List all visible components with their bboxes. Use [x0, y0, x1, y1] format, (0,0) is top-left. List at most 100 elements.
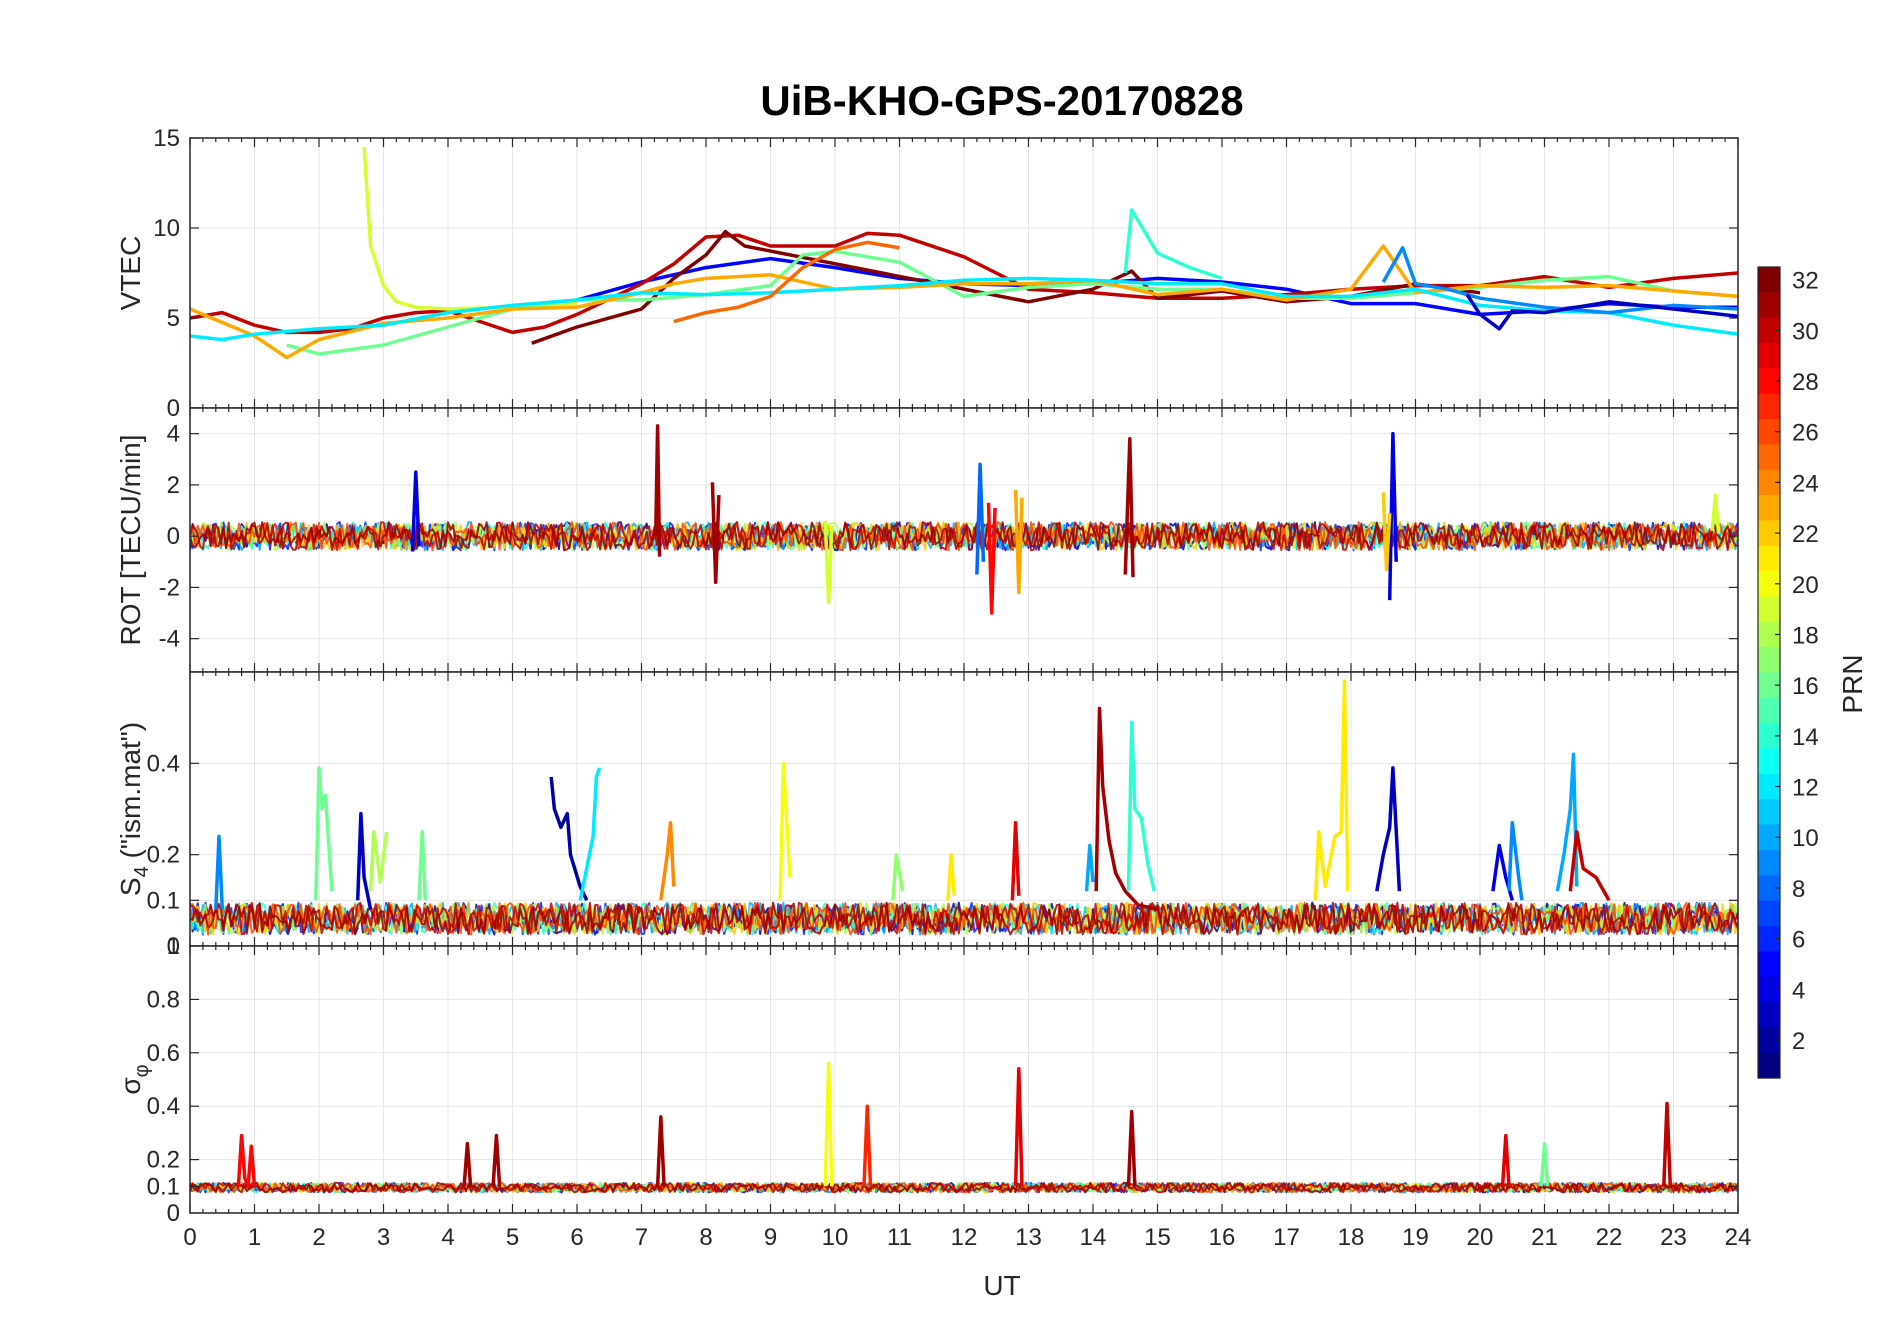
- y-tick-label: -4: [159, 626, 180, 653]
- y-tick-label: 0: [167, 395, 180, 422]
- series-line-prn-30: [190, 231, 1738, 335]
- colorbar-segment: [1758, 799, 1780, 826]
- y-tick-label: 0.2: [147, 1147, 180, 1174]
- noise-trace: [190, 1181, 1738, 1194]
- colorbar-segment: [1758, 824, 1780, 851]
- colorbar-tick-label: 18: [1792, 622, 1819, 649]
- y-tick-label: 5: [167, 305, 180, 332]
- y-tick-label: 4: [167, 421, 180, 448]
- colorbar-segment: [1758, 520, 1780, 547]
- y-tick-label: 0.8: [147, 986, 180, 1013]
- x-tick-label: 9: [764, 1224, 777, 1251]
- series-line-prn-25: [673, 240, 900, 324]
- colorbar-segment: [1758, 900, 1780, 927]
- series-line-prn-12: [190, 276, 1738, 342]
- x-tick-label: 2: [312, 1224, 325, 1251]
- series-line-prn-31: [653, 424, 662, 557]
- series-line-prn-9: [1507, 820, 1524, 901]
- x-tick-label: 5: [506, 1224, 519, 1251]
- panel-rot: -4 -2 0 2 4 ROT [TECU/min]: [115, 407, 1739, 673]
- x-tick-label: 0: [183, 1224, 196, 1251]
- x-tick-label: 13: [1015, 1224, 1042, 1251]
- x-tick-label: 17: [1273, 1224, 1300, 1251]
- y-tick-label: -2: [159, 574, 180, 601]
- colorbar-segment: [1758, 773, 1780, 800]
- x-tick-label: 22: [1596, 1224, 1623, 1251]
- colorbar-segment: [1758, 849, 1780, 876]
- series-line-prn-22: [1381, 492, 1392, 572]
- series-line-prn-17: [891, 852, 905, 901]
- colorbar-segment: [1758, 647, 1780, 674]
- series-line-prn-24: [659, 820, 676, 901]
- series-line-prn-16: [314, 766, 334, 901]
- x-tick-label: 1: [248, 1224, 261, 1251]
- series-line-prn-23: [1013, 489, 1024, 595]
- series-line-prn-29: [1010, 820, 1021, 901]
- series-line-prn-19: [823, 520, 834, 605]
- colorbar-segment: [1758, 976, 1780, 1003]
- colorbar-segment: [1758, 621, 1780, 648]
- panel-s4: 0 0.1 0.2 0.4S4 ("ism.mat"): [115, 671, 1739, 960]
- series-line-prn-3: [1375, 766, 1402, 892]
- y-tick-label: 0.1: [147, 887, 180, 914]
- y-tick-label: 2: [167, 472, 180, 499]
- panel-vtec: 0 5 10 15 VTEC: [115, 125, 1739, 422]
- colorbar-segment: [1758, 925, 1780, 952]
- x-tick-label: 16: [1209, 1224, 1236, 1251]
- noise-trace: [190, 521, 1738, 552]
- series-line-prn-28: [236, 1133, 257, 1189]
- series-line-prn-10: [1084, 843, 1095, 892]
- colorbar-label: PRN: [1837, 654, 1868, 713]
- y-tick-label: 0.4: [147, 1093, 180, 1120]
- series-line-prn-31: [491, 1133, 502, 1187]
- colorbar-tick-label: 26: [1792, 420, 1819, 447]
- colorbar-segment: [1758, 495, 1780, 522]
- x-tick-label: 10: [822, 1224, 849, 1251]
- y-tick-label: 0: [167, 523, 180, 550]
- colorbar-segment: [1758, 1052, 1780, 1079]
- y-tick-label: 15: [153, 125, 180, 152]
- colorbar-segment: [1758, 444, 1780, 471]
- x-tick-label: 3: [377, 1224, 390, 1251]
- series-line-prn-3: [355, 811, 373, 910]
- colorbar-tick-label: 4: [1792, 977, 1805, 1004]
- x-tick-label: 12: [951, 1224, 978, 1251]
- colorbar-tick-label: 12: [1792, 775, 1819, 802]
- x-tick-label: 20: [1467, 1224, 1494, 1251]
- x-tick-label: 19: [1402, 1224, 1429, 1251]
- colorbar-segment: [1758, 292, 1780, 319]
- x-tick-label: 11: [887, 1224, 912, 1251]
- noise-trace: [190, 1181, 1738, 1194]
- y-axis-label-sigma_phi: σφ: [115, 1064, 153, 1094]
- series-line-prn-31: [1123, 437, 1135, 578]
- x-tick-label: 21: [1531, 1224, 1558, 1251]
- colorbar-tick-label: 14: [1792, 724, 1819, 751]
- colorbar-segment: [1758, 469, 1780, 496]
- x-tick-label: 7: [635, 1224, 648, 1251]
- x-tick-label: 14: [1080, 1224, 1107, 1251]
- series-line-prn-27: [862, 1104, 873, 1187]
- series-line-prn-16: [1539, 1141, 1550, 1187]
- chart-title: UiB-KHO-GPS-20170828: [760, 77, 1243, 124]
- series-line-prn-9: [214, 834, 225, 910]
- y-axis-label-rot: ROT [TECU/min]: [115, 434, 146, 645]
- x-tick-label: 24: [1725, 1224, 1752, 1251]
- colorbar-segment: [1758, 419, 1780, 446]
- y-axis-label-vtec: VTEC: [115, 236, 146, 311]
- colorbar-segment: [1758, 1027, 1780, 1054]
- y-tick-label: 1: [167, 933, 180, 960]
- colorbar-segment: [1758, 545, 1780, 572]
- noise-trace: [190, 901, 1738, 936]
- series-line-prn-31: [710, 482, 721, 585]
- series-line-prn-30: [1568, 830, 1611, 902]
- series-line-prn-28: [986, 502, 997, 615]
- colorbar-frame: [1757, 266, 1781, 1079]
- colorbar-segment: [1758, 672, 1780, 699]
- colorbar-tick-label: 28: [1792, 369, 1819, 396]
- colorbar-segment: [1758, 697, 1780, 724]
- colorbar-tick-label: 30: [1792, 318, 1819, 345]
- x-tick-label: 4: [441, 1224, 454, 1251]
